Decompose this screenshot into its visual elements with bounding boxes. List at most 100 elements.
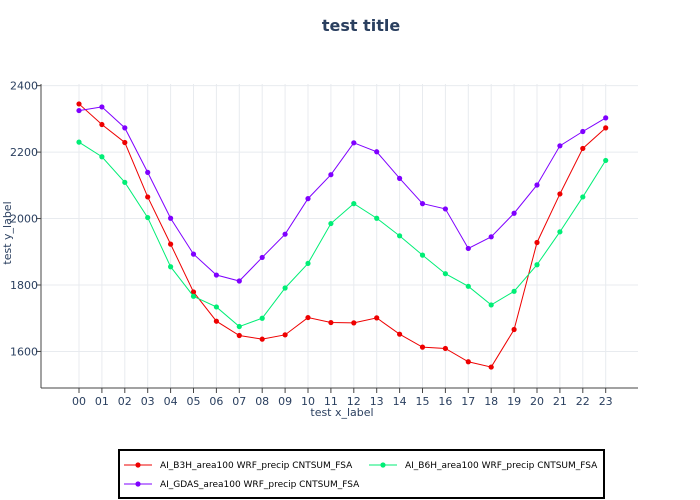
data-point (282, 285, 288, 291)
legend-label: AI_B6H_area100 WRF_precip CNTSUM_FSA (405, 461, 598, 471)
ticks: 00 01 02 03 04 05 06 07 08 09 10 11 12 13 14 15 16 17 18 19… (10, 80, 613, 408)
legend-label: AI_B3H_area100 WRF_precip CNTSUM_FSA (160, 461, 353, 471)
y-tick-label: 2000 (10, 213, 38, 226)
y-tick-label: 2200 (10, 146, 38, 159)
chart-title: test title (322, 16, 401, 35)
data-point (145, 214, 151, 221)
x-tick-label: 16 (438, 395, 452, 408)
x-tick-label: 00 (72, 395, 86, 408)
data-point (168, 215, 174, 221)
y-tick-label: 1600 (10, 345, 38, 358)
data-point (397, 175, 403, 181)
data-point (351, 140, 357, 146)
data-point (236, 278, 242, 284)
data-point (259, 336, 265, 342)
data-point (442, 345, 448, 352)
data-point (305, 196, 311, 202)
data-point (305, 260, 311, 267)
x-tick-label: 12 (347, 395, 361, 408)
data-point (488, 234, 494, 240)
data-point (99, 104, 105, 110)
legend: AI_B3H_area100 WRF_precip CNTSUM_FSA AI_B… (118, 449, 605, 499)
data-point (603, 115, 609, 121)
x-tick-label: 21 (553, 395, 567, 408)
x-tick-label: 22 (576, 395, 590, 408)
data-point (580, 194, 586, 200)
x-tick-label: 04 (164, 395, 178, 408)
data-point (374, 315, 380, 321)
data-point (511, 210, 517, 216)
data-point (190, 293, 197, 299)
data-point (557, 229, 563, 235)
legend-label: AI_GDAS_area100 WRF_precip CNTSUM_FSA (160, 480, 360, 490)
series-line (78, 103, 607, 368)
data-point (580, 128, 586, 135)
data-point (236, 332, 242, 339)
data-point (282, 231, 288, 237)
x-tick-label: 08 (255, 395, 269, 408)
data-point (190, 251, 197, 257)
plot-area (76, 101, 609, 370)
data-point (190, 289, 197, 295)
x-tick-label: 05 (187, 395, 201, 408)
axes (40, 84, 638, 389)
data-point (419, 252, 426, 258)
data-point (534, 239, 540, 246)
data-point (488, 364, 494, 370)
data-point (76, 101, 82, 107)
data-point (328, 172, 334, 178)
data-point (442, 206, 448, 212)
data-point (145, 169, 151, 175)
x-tick-label: 18 (484, 395, 498, 408)
data-point (213, 318, 219, 324)
data-point (397, 233, 403, 239)
data-point (99, 121, 105, 128)
data-point (442, 271, 448, 277)
data-point (351, 320, 357, 326)
legend-box (118, 449, 605, 499)
data-point (534, 262, 540, 268)
x-tick-label: 13 (370, 395, 384, 408)
data-point (236, 323, 242, 330)
x-tick-label: 15 (416, 395, 430, 408)
x-tick-label: 06 (209, 395, 223, 408)
data-point (259, 254, 265, 261)
data-point (557, 191, 563, 197)
data-point (76, 107, 82, 114)
x-tick-label: 11 (324, 395, 338, 408)
data-point (419, 344, 426, 350)
data-point (374, 215, 380, 221)
data-point (351, 201, 357, 207)
x-tick-label: 10 (301, 395, 315, 408)
x-axis-title: test x_label (310, 406, 373, 419)
y-tick-label: 2400 (10, 80, 38, 93)
data-point (99, 154, 105, 160)
data-point (213, 272, 219, 278)
x-tick-label: 09 (278, 395, 292, 408)
x-tick-label: 20 (530, 395, 544, 408)
data-point (580, 145, 586, 152)
series-line (78, 141, 607, 328)
y-tick-label: 1800 (10, 279, 38, 292)
legend-marker (135, 481, 141, 487)
series-line (78, 106, 606, 282)
data-point (511, 288, 517, 294)
data-point (603, 125, 609, 131)
data-point (603, 157, 609, 164)
data-point (374, 149, 380, 155)
y-axis-title: test y_label (1, 201, 14, 264)
x-tick-label: 23 (599, 395, 613, 408)
data-point (168, 264, 174, 270)
data-point (76, 139, 82, 145)
grid (41, 84, 638, 388)
data-point (282, 332, 288, 338)
x-tick-label: 01 (95, 395, 109, 408)
data-point (465, 283, 471, 289)
data-point (511, 326, 517, 333)
data-point (328, 220, 334, 227)
data-point (305, 314, 311, 321)
legend-marker (380, 462, 386, 468)
data-point (168, 241, 174, 247)
data-point (488, 302, 494, 308)
